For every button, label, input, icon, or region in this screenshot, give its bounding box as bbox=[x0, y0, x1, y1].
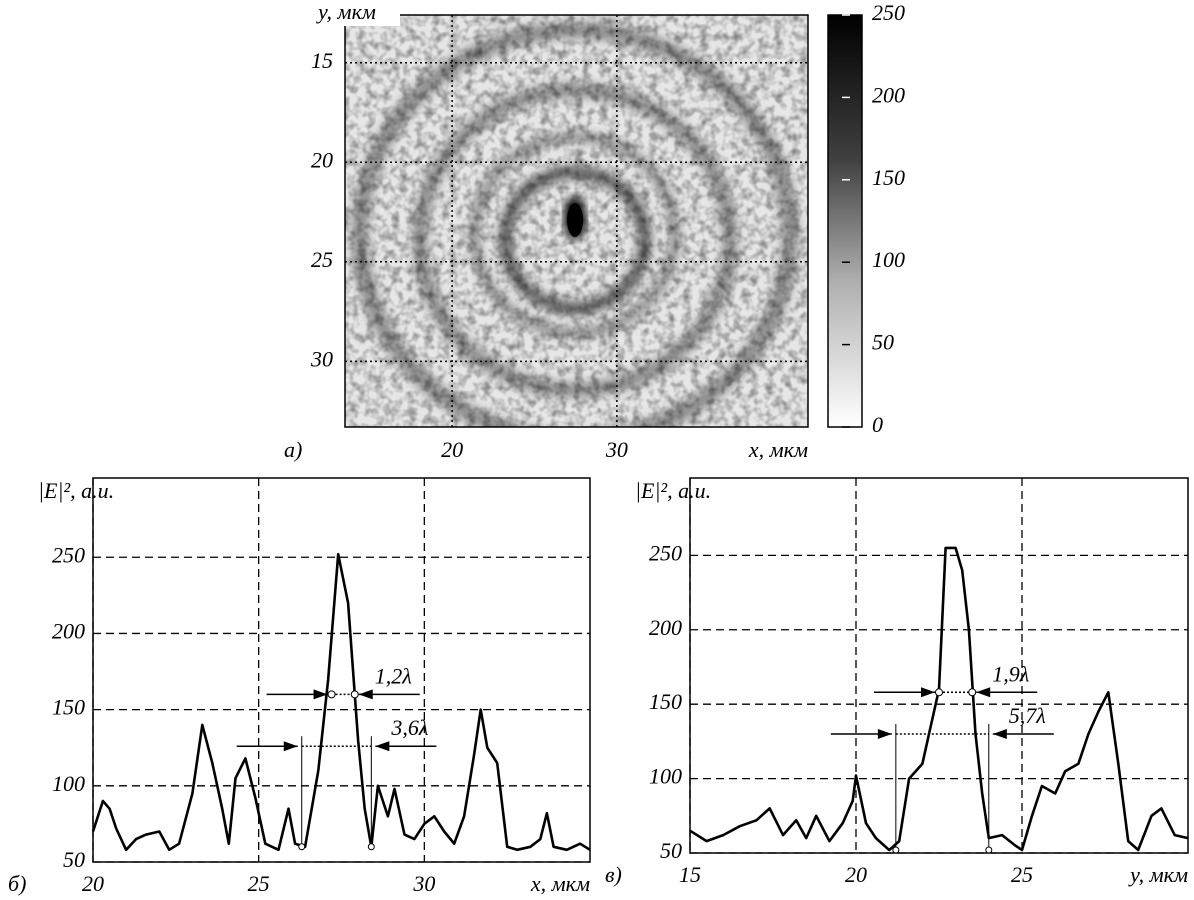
panel-label: б) bbox=[8, 871, 26, 896]
arrow-head bbox=[921, 687, 935, 698]
y-tick-label: 50 bbox=[63, 847, 85, 872]
y-tick-label: 30 bbox=[310, 346, 333, 371]
y-axis-label: |E|², a.u. bbox=[38, 478, 114, 503]
width-label: 5,7λ bbox=[1009, 703, 1046, 728]
arrow-head bbox=[283, 741, 298, 752]
plot-frame bbox=[689, 477, 1189, 854]
y-tick-label: 250 bbox=[52, 542, 85, 567]
x-axis-label: x, мкм bbox=[530, 871, 590, 896]
intensity-line bbox=[689, 546, 1189, 852]
width-label: 1,9λ bbox=[992, 661, 1029, 686]
arrow-head bbox=[375, 741, 390, 752]
x-label-bg bbox=[518, 872, 590, 900]
x-tick-label: 20 bbox=[441, 437, 463, 462]
arrow-head bbox=[313, 689, 328, 700]
y-tick-label: 15 bbox=[311, 48, 333, 73]
plot-frame bbox=[92, 477, 591, 863]
x-tick-label: 30 bbox=[412, 871, 435, 896]
intensity-line bbox=[91, 552, 591, 852]
x-tick-label: 25 bbox=[248, 871, 270, 896]
arrow-head bbox=[358, 689, 373, 700]
y-tick-label: 100 bbox=[52, 771, 85, 796]
x-tick-label: 15 bbox=[679, 862, 701, 887]
marker bbox=[968, 688, 977, 697]
colorbar bbox=[827, 14, 863, 428]
x-tick-label: 20 bbox=[845, 862, 867, 887]
colorbar-tick-label: 50 bbox=[872, 330, 894, 355]
x-tick-label: 30 bbox=[605, 437, 628, 462]
colorbar-tick-label: 0 bbox=[872, 412, 883, 437]
y-axis-label: |E|², a.u. bbox=[635, 478, 711, 503]
x-tick-label: 20 bbox=[82, 871, 104, 896]
width-label: 3,6λ bbox=[390, 715, 428, 740]
marker bbox=[327, 690, 336, 699]
x-axis-label: x, мкм bbox=[748, 437, 808, 462]
y-tick-label: 150 bbox=[649, 689, 682, 714]
colorbar-tick-label: 250 bbox=[872, 0, 905, 25]
y-tick-label: 50 bbox=[660, 838, 682, 863]
x-label-bg bbox=[1116, 863, 1188, 891]
marker bbox=[892, 846, 900, 854]
image-frame bbox=[344, 14, 809, 428]
colorbar-tick-label: 200 bbox=[872, 82, 905, 107]
y-axis-label: y, мкм bbox=[316, 0, 376, 24]
colorbar-tick-label: 100 bbox=[872, 247, 905, 272]
width-label: 1,2λ bbox=[375, 663, 412, 688]
y-tick-label: 100 bbox=[649, 764, 682, 789]
x-axis-label: y, мкм bbox=[1128, 862, 1188, 887]
arrow-head bbox=[877, 728, 892, 739]
x-tick-label: 25 bbox=[1011, 862, 1033, 887]
colorbar-tick-label: 150 bbox=[872, 165, 905, 190]
y-tick-label: 150 bbox=[52, 695, 85, 720]
y-tick-label: 200 bbox=[649, 615, 682, 640]
marker bbox=[985, 846, 993, 854]
arrow-head bbox=[976, 687, 991, 698]
marker bbox=[367, 843, 375, 851]
arrow-head bbox=[992, 728, 1007, 739]
panel-label: в) bbox=[605, 862, 622, 887]
marker bbox=[350, 690, 359, 699]
y-tick-label: 20 bbox=[311, 147, 333, 172]
y-tick-label: 200 bbox=[52, 618, 85, 643]
y-tick-label: 250 bbox=[649, 540, 682, 565]
y-tick-label: 25 bbox=[311, 247, 333, 272]
marker bbox=[935, 688, 943, 697]
y-label-bg bbox=[316, 2, 400, 26]
field-image bbox=[345, 15, 808, 427]
panel-label: а) bbox=[284, 437, 302, 462]
marker bbox=[298, 843, 306, 851]
